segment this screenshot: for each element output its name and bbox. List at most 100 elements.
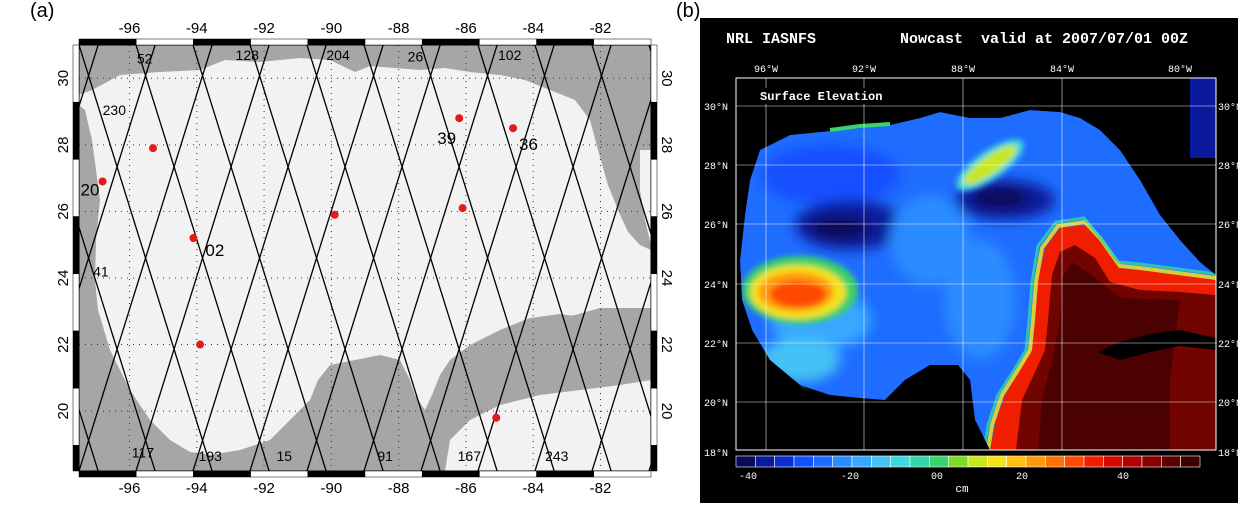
colorbar-tick-label: -40 [739,472,757,483]
graticule [79,45,651,471]
colorbar-swatch [793,455,814,468]
colorbar-swatch [929,455,949,468]
descending-track [363,45,498,471]
descending-track [306,45,441,471]
lon-tick-top: -94 [186,20,208,37]
lat-tick-left: 28 [55,137,72,154]
frame-segment [72,445,80,472]
lat-tick-right: 28°N [1218,161,1238,173]
track-map-svg: -96 -96 -94 -94 -92 -92 -90 -90 -88 -88 -86 -86 -84 -… [55,20,675,497]
colorbar-unit: cm [955,484,969,496]
frame-segment [593,38,652,46]
frame-segment [650,387,658,446]
lat-tick-left: 24°N [704,280,728,292]
ascending-track [591,280,651,471]
graticule-b [736,78,1216,450]
colorbar-swatch [1122,455,1143,468]
atlantic-water [640,150,651,245]
ssh-field [736,78,1216,450]
lat-tick-left: 26 [55,203,72,220]
lon-tick-bottom: -94 [186,480,208,497]
colorbar-swatch [871,455,891,468]
colorbar-tick-label: -20 [841,472,859,483]
lon-tick-bottom: -82 [590,480,612,497]
colorbar-swatch [987,455,1007,468]
colorbar-swatch [813,455,833,468]
frame-segment [307,470,366,478]
lat-tick-right: 20°N [1218,398,1238,410]
lon-tick-labels: 96°W 92°W 88°W 84°W 80°W [754,64,1192,76]
colorbar-swatch [1141,455,1162,468]
lat-tick-left: 26°N [704,220,728,232]
track-number-label: 91 [377,448,393,464]
frame-segment [193,38,251,46]
altimetry-track-map: -96 -96 -94 -94 -92 -92 -90 -90 -88 -88 -86 -86 -84 -… [55,20,675,497]
map-area [79,45,651,471]
lat-tick-labels: 30°N 30°N 28°N 28°N 26°N 26°N 24°N 24°N 22°N 22°N… [704,102,1238,460]
track-number-label: 204 [326,47,350,63]
frame-segment [421,470,480,478]
frame-segment [72,159,80,217]
frame-segment [650,445,658,472]
track-number-label: 41 [93,263,109,279]
frame-segment [250,470,309,478]
panel-a-label: (a) [30,0,55,22]
lon-tick-top: -86 [455,20,477,37]
lon-tick: 84°W [1050,64,1074,76]
lat-tick-right: 24°N [1218,280,1238,292]
station-marker [455,114,464,123]
station-id-label: 39 [437,129,456,148]
lon-tick-bottom: -84 [522,480,544,497]
frame-segment [193,470,251,478]
frame-segment [72,387,80,446]
lat-tick-right: 20 [658,403,675,420]
track-number-label: 230 [103,102,127,118]
descending-track [79,225,156,471]
frame-segment [72,273,80,332]
lat-tick-right: 30 [658,70,675,87]
colorbar-swatch [1025,455,1046,468]
station-id-label: 36 [519,135,538,154]
frame-segment [593,470,652,478]
atlantic-field [1190,78,1216,158]
map-border [735,77,1217,451]
lon-tick-top: -96 [119,20,141,37]
valid-time: Nowcast valid at 2007/07/01 00Z [900,31,1188,48]
lon-tick-bottom: -86 [455,480,477,497]
colorbar-swatch [1083,455,1104,468]
track-number-label: 128 [236,47,260,63]
frame-segment [650,44,658,103]
lat-tick-left: 20°N [704,398,728,410]
lat-tick-left: 24 [55,270,72,287]
colorbar-swatch [774,455,795,468]
lon-tick: 92°W [852,64,876,76]
frame-segment [72,330,80,389]
mexico-land [736,78,1170,450]
lat-tick-right: 28 [658,137,675,154]
frame-segment [135,38,194,46]
lon-tick-top: -84 [522,20,544,37]
lat-tick-left: 22°N [704,339,728,351]
lat-tick-right: 18°N [1218,448,1238,460]
colorbar-ticks: -40 -20 00 20 40 [739,472,1129,483]
colorbar-swatch [832,455,853,468]
colorbar-swatch [1161,455,1181,468]
lon-tick-top: -90 [321,20,343,37]
descending-track [534,45,651,419]
station-marker [149,144,158,153]
colorbar-swatch [1064,455,1085,468]
field-title: Surface Elevation [760,90,882,104]
model-name: NRL IASNFS [726,31,816,48]
lat-tick-left: 30 [55,70,72,87]
lon-tick-top: -82 [590,20,612,37]
track-number-label: 102 [498,47,522,63]
lon-tick: 88°W [951,64,975,76]
field-title-box: Surface Elevation [758,88,888,104]
lon-tick-top: -92 [253,20,275,37]
track-number-label: 167 [458,448,482,464]
frame-segment [78,470,137,478]
station-marker [509,124,518,133]
frame-segment [650,330,658,389]
track-labels: 52 128 204 26 102 230 41 117 193 15 91 167 243 [93,47,569,464]
station-marker [458,204,467,213]
